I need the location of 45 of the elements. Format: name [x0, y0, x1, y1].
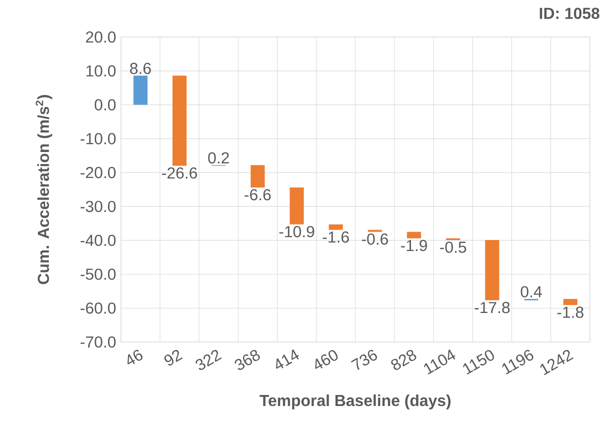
x-tick-label: 322: [196, 350, 222, 370]
data-label: -1.8: [557, 306, 584, 318]
bar: [250, 165, 265, 188]
bar: [133, 76, 148, 105]
y-tick-label: -20.0: [80, 166, 116, 178]
x-tick-label: 736: [350, 350, 378, 370]
bar: [290, 188, 304, 224]
x-tick-label: 368: [234, 350, 260, 370]
bar: [563, 298, 578, 306]
x-tick-label: 1104: [424, 350, 456, 375]
bar: [406, 232, 422, 238]
data-label: -6.6: [244, 189, 271, 200]
x-axis-title: Temporal Baseline (days): [260, 394, 451, 410]
data-label: -26.6: [162, 167, 198, 179]
y-tick-label: -50.0: [80, 268, 116, 280]
x-tick-label: 1242: [540, 350, 574, 376]
y-tick-label: -10.0: [80, 133, 116, 144]
x-tick-label: 46: [128, 350, 143, 365]
bar: [328, 224, 343, 230]
y-tick-label: -30.0: [80, 200, 116, 212]
y-tick-label: -70.0: [80, 336, 116, 348]
y-tick-label: -40.0: [80, 234, 116, 246]
y-tick-label: 20.0: [86, 31, 116, 43]
x-tick-label: 92: [164, 350, 183, 366]
data-label: -0.6: [362, 234, 388, 245]
y-tick-label: -60.0: [80, 302, 116, 314]
data-label: -1.9: [400, 240, 427, 252]
bar: [172, 76, 187, 166]
data-label: -10.9: [279, 226, 314, 238]
x-tick-label: 460: [315, 350, 338, 370]
data-label: 0.4: [520, 286, 542, 298]
data-label: -0.5: [440, 242, 466, 253]
data-label: -1.6: [322, 231, 349, 243]
bar: [485, 240, 500, 300]
chart-title: ID: 1058: [540, 8, 600, 20]
x-tick-label: 1196: [502, 350, 534, 375]
data-label: -17.8: [474, 302, 510, 314]
x-tick-label: 828: [391, 350, 416, 370]
y-axis-title: Cum. Acceleration (m/s$^{2}$): [36, 95, 52, 284]
data-label: 0.2: [208, 152, 229, 164]
y-tick-label: 0.0: [94, 99, 116, 110]
x-tick-label: 414: [276, 349, 299, 369]
data-label: 8.6: [130, 62, 151, 74]
x-tick-label: 1150: [463, 350, 494, 375]
y-tick-label: 10.0: [86, 65, 116, 77]
